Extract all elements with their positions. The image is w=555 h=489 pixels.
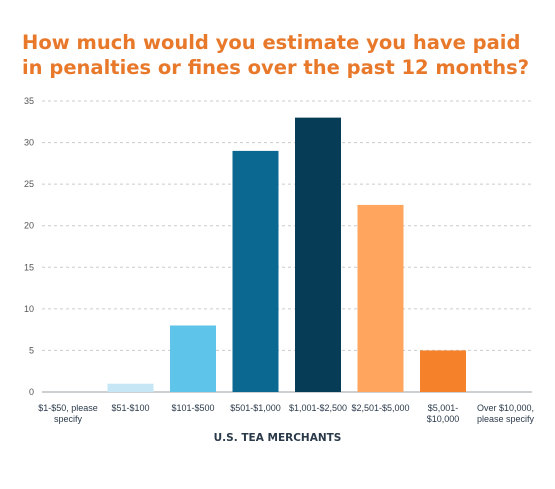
y-tick-label: 5 [29,345,34,355]
bar [170,325,216,392]
y-tick-label: 30 [24,138,34,148]
bars [107,117,466,392]
x-tick-label: $51-$100 [111,403,149,413]
y-axis-ticks: 0 5 10 15 20 25 30 35 [24,96,34,397]
gridlines [42,100,532,393]
x-tick-label-line: $2,501-$5,000 [351,403,409,413]
x-tick-label: $1,001-$2,500 [289,403,347,413]
chart-title: How much would you estimate you have pai… [22,31,530,79]
y-tick-label: 15 [24,262,34,272]
bar [232,150,279,392]
y-tick-label: 10 [24,304,34,314]
x-tick-label: $2,501-$5,000 [351,403,409,413]
x-axis-label: U.S. TEA MERCHANTS [213,432,342,444]
y-tick-label: 0 [29,387,34,397]
x-tick-label-line: $1-$50, please [38,403,98,413]
x-tick-label-line: $501-$1,000 [230,403,281,413]
bar [357,204,404,392]
y-tick-label: 35 [24,96,34,106]
x-tick-label-line: specify [54,414,83,424]
bar [420,350,466,392]
y-tick-label: 25 [24,179,34,189]
x-axis-ticks: $1-$50, please specify $51-$100 $101-$500 $5… [38,403,534,424]
x-tick-label-line: $5,001- [428,403,459,413]
bar [107,383,154,392]
y-tick-label: 20 [24,221,34,231]
x-tick-label-line: $101-$500 [171,403,214,413]
x-tick-label-line: $10,000 [427,414,460,424]
x-tick-label: Over $10,000, please specify [477,403,535,424]
x-tick-label-line: Over $10,000, [477,403,534,413]
x-tick-label: $101-$500 [171,403,214,413]
x-tick-label: $5,001-$10,000 [427,403,460,424]
x-tick-label: $1-$50, please specify [38,403,98,424]
x-tick-label: $501-$1,000 [230,403,281,413]
x-tick-label-line: please specify [477,414,535,424]
bar [295,117,341,392]
x-tick-label-line: $51-$100 [111,403,149,413]
x-tick-label-line: $1,001-$2,500 [289,403,347,413]
